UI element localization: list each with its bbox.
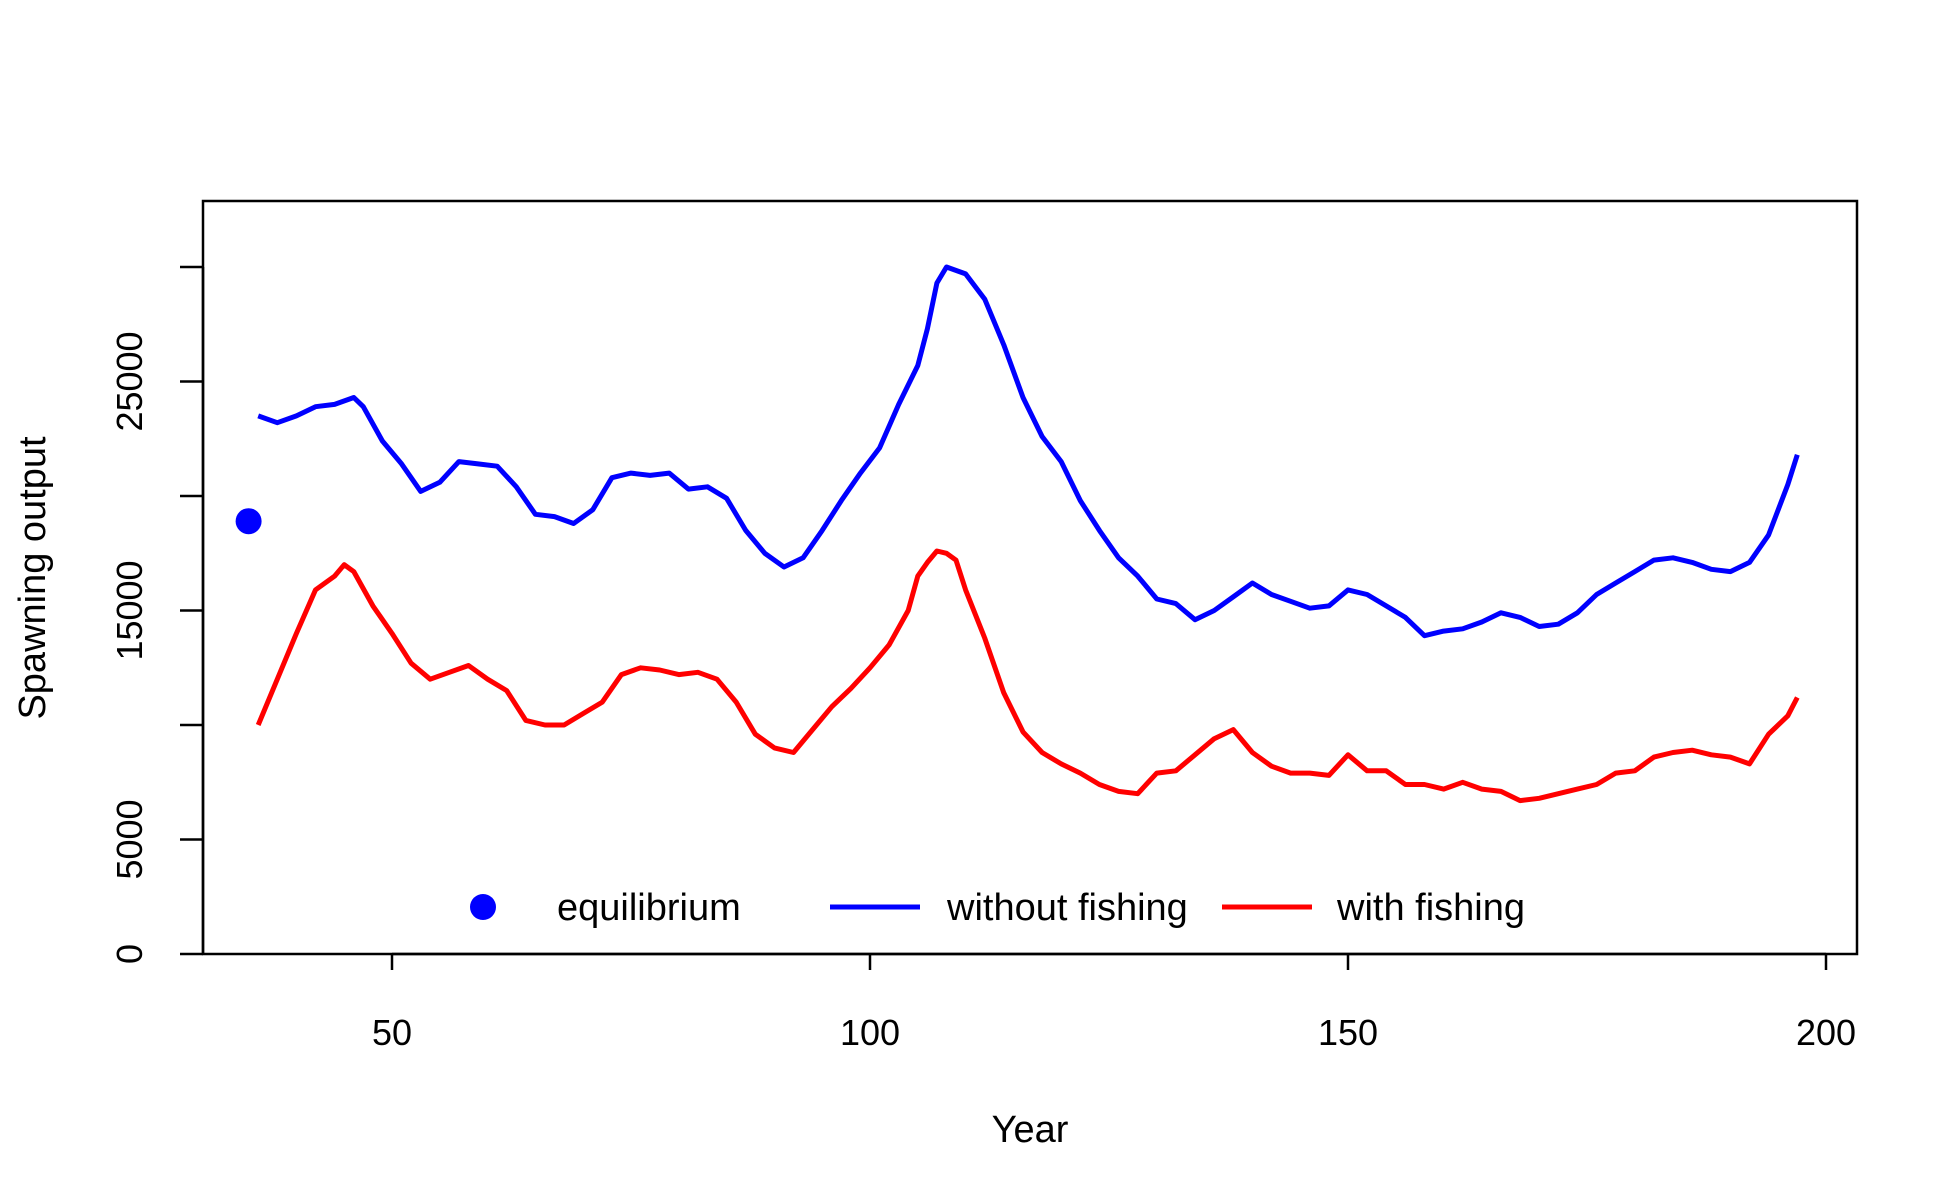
plot-frame [201,199,1859,956]
legend-label: equilibrium [557,887,741,929]
legend: equilibrium without fishing with fishing [470,887,1525,929]
y-tick-label: 0 [109,944,150,964]
legend-label: with fishing [1336,887,1525,929]
y-tick-label: 15000 [109,560,150,660]
x-tick-label: 200 [1796,1012,1856,1053]
x-axis: 50 100 150 200 [372,952,1856,1053]
y-tick-label: 5000 [109,799,150,879]
equilibrium-point [235,508,262,535]
y-axis: 0 5000 15000 25000 [109,265,205,964]
y-tick-label: 25000 [109,331,150,431]
y-axis-title: Spawning output [12,436,54,720]
x-tick-label: 50 [372,1012,412,1053]
series-layer [235,264,1800,804]
series-line-with-fishing [255,548,1800,804]
x-tick-label: 100 [840,1012,900,1053]
legend-symbol-point [470,894,496,920]
legend-label: without fishing [946,887,1188,929]
x-tick-label: 150 [1318,1012,1378,1053]
series-line-without-fishing [257,264,1800,639]
x-axis-title: Year [992,1109,1069,1151]
